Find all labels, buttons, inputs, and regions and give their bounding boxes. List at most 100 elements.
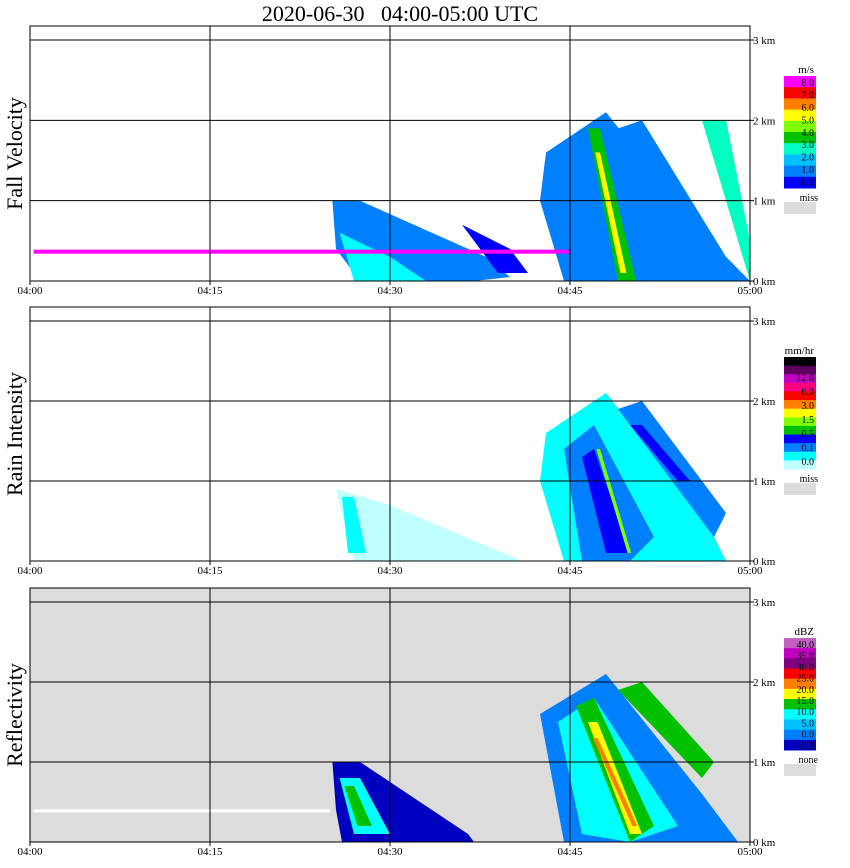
clear-line [33,809,330,813]
legend-miss-label: miss [800,193,818,204]
legend-swatch [784,638,816,649]
echo-band-8 [592,738,638,826]
echo-band-5 [595,152,627,273]
echo-band-6 [596,449,632,553]
legend-unit: dBZ [794,626,814,638]
clutter-line [33,249,571,254]
legend-swatch [784,98,816,111]
echo-band-8 [462,224,528,273]
legend-swatch [784,699,816,710]
x-tick-label: 04:00 [17,565,43,577]
x-tick-label: 04:15 [197,285,223,297]
legend-miss-swatch [784,202,816,214]
echo-band-2 [339,232,426,281]
legend-label: 2.0 [802,153,815,164]
legend-label: 7.0 [802,90,815,101]
x-tick-label: 04:15 [197,846,223,858]
y-tick-label: 1 km [753,196,776,208]
legend-label: 30.0 [797,662,815,673]
legend-label: 0.5 [802,429,815,440]
y-tick-label: 1 km [753,476,776,488]
legend-swatch [784,176,816,189]
legend-miss-swatch [784,483,816,495]
legend-swatch [784,391,816,401]
legend-swatch [784,357,816,367]
legend-label: 1.5 [802,415,815,426]
echo-band-9 [618,682,714,778]
legend-label: -5.0 [798,741,814,752]
x-tick-label: 04:00 [17,285,43,297]
x-tick-label: 05:00 [737,565,763,577]
legend-label: 48.0 [797,359,815,370]
echo-band-2 [342,497,366,553]
y-tick-label: 2 km [753,115,776,127]
x-tick-label: 05:00 [737,846,763,858]
y-tick-label: 3 km [753,35,776,47]
legend-swatch [784,143,816,155]
legend-swatch [784,408,816,418]
legend-label: 15.0 [797,696,815,707]
legend-label: 0.0 [802,178,815,189]
echo-band-5 [582,449,630,553]
x-tick-label: 04:45 [557,285,583,297]
legend-swatch [784,658,816,670]
y-tick-label: 3 km [753,597,776,609]
chart-title: 2020-06-30 04:00-05:00 UTC [261,1,539,26]
legend-label: 10.0 [797,707,815,718]
legend-label: 0.0 [802,457,815,468]
legend-swatch [784,443,816,453]
legend-label: 5.0 [802,115,815,126]
x-tick-label: 04:30 [377,285,403,297]
legend-miss-label: none [799,755,819,766]
legend-swatch [784,460,816,470]
y-axis-label: Rain Intensity [2,372,27,496]
legend-swatch [784,729,816,741]
x-tick-label: 04:00 [17,846,43,858]
legend-swatch [784,109,816,122]
legend-miss-label: miss [800,474,818,485]
legend-swatch [784,719,816,731]
legend-swatch [784,417,816,427]
legend-swatch [784,709,816,720]
legend-label: 4.0 [802,128,815,139]
legend-label: 0.1 [802,443,815,454]
echo-band-3 [344,786,372,826]
legend-label: 6.0 [802,103,815,114]
legend-label: 35.0 [797,651,815,662]
y-tick-label: 0 km [753,556,776,568]
legend-swatch [784,382,816,392]
legend-swatch [784,154,816,167]
legend-label: 25.0 [797,674,815,685]
legend-miss-swatch [784,764,816,776]
legend-label: 20.0 [797,685,815,696]
x-tick-label: 04:30 [377,565,403,577]
legend-label: 5.0 [802,718,815,729]
legend-label: 3.0 [802,140,815,151]
legend-swatch [784,688,816,700]
x-tick-label: 04:15 [197,565,223,577]
legend-label: 40.0 [797,640,815,651]
legend-label: 12.0 [797,373,815,384]
y-tick-label: 3 km [753,316,776,328]
legend-swatch [784,451,816,461]
echo-band-1 [336,489,522,561]
legend-swatch [784,365,816,375]
legend-label: 3.0 [802,401,815,412]
legend-unit: mm/hr [785,345,815,357]
legend-label: 1.0 [802,165,815,176]
y-tick-label: 0 km [753,276,776,288]
legend-swatch [784,678,816,690]
legend-swatch [784,165,816,178]
legend-swatch [784,374,816,384]
legend-swatch [784,132,816,144]
y-tick-label: 0 km [753,837,776,849]
legend-swatch [784,76,816,88]
x-tick-label: 04:30 [377,846,403,858]
legend-swatch [784,87,816,99]
legend-unit: m/s [798,64,814,76]
y-tick-label: 1 km [753,757,776,769]
legend-swatch [784,400,816,410]
x-tick-label: 05:00 [737,285,763,297]
legend-swatch [784,434,816,444]
